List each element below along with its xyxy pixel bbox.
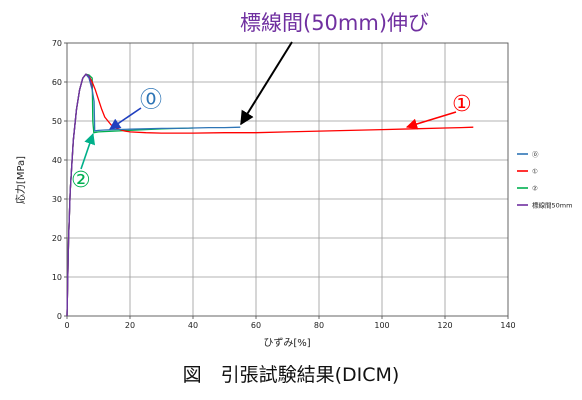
legend-label: ① [532,168,538,176]
legend-label: ② [532,185,538,193]
legend: ⓪ ① ② 標線間50mm [517,151,572,210]
series-lines [66,73,474,317]
x-axis-label: ひずみ[%] [263,337,310,349]
x-tick-label: 140 [500,321,515,330]
y-tick-label: 0 [57,312,62,321]
axes [64,42,509,319]
grid [67,43,508,316]
x-tick-label: 80 [314,321,324,330]
x-tick-label: 100 [374,321,389,330]
y-axis-label: 応力[MPa] [14,156,27,204]
y-tick-label: 50 [52,117,62,126]
y-tick-label: 60 [52,78,62,87]
legend-label: ⓪ [532,151,539,159]
series-line-3 [66,73,93,317]
annotation-gauge-arrow [240,41,293,126]
annotation-1-arrow [405,111,457,130]
x-tick-label: 40 [188,321,198,330]
annotations: 標線間(50mm)伸び ⓪ ① ② [71,11,472,193]
figure-caption: 図 引張試験結果(DICM) [183,364,400,386]
x-tick-label: 20 [125,321,135,330]
legend-label: 標線間50mm [532,201,572,210]
y-tick-label: 40 [52,156,62,165]
y-tick-label: 10 [52,273,62,282]
series-line-1 [66,73,474,317]
annotation-2-label: ② [71,168,91,193]
y-tick-label: 30 [52,195,62,204]
plot-frame [66,42,509,317]
annotation-gauge-title: 標線間(50mm)伸び [240,11,429,35]
tick-labels: 0 20 40 60 80 100 120 140 0 10 20 30 40 50 60 70 [52,39,516,330]
y-tick-label: 70 [52,39,62,48]
y-tick-label: 20 [52,234,62,243]
x-tick-label: 60 [251,321,261,330]
x-tick-label: 0 [64,321,69,330]
annotation-2-arrow [80,132,96,170]
annotation-1-label: ① [452,92,472,117]
annotation-0-label: ⓪ [140,88,162,113]
x-tick-label: 120 [437,321,452,330]
annotation-0-arrow [109,107,142,130]
